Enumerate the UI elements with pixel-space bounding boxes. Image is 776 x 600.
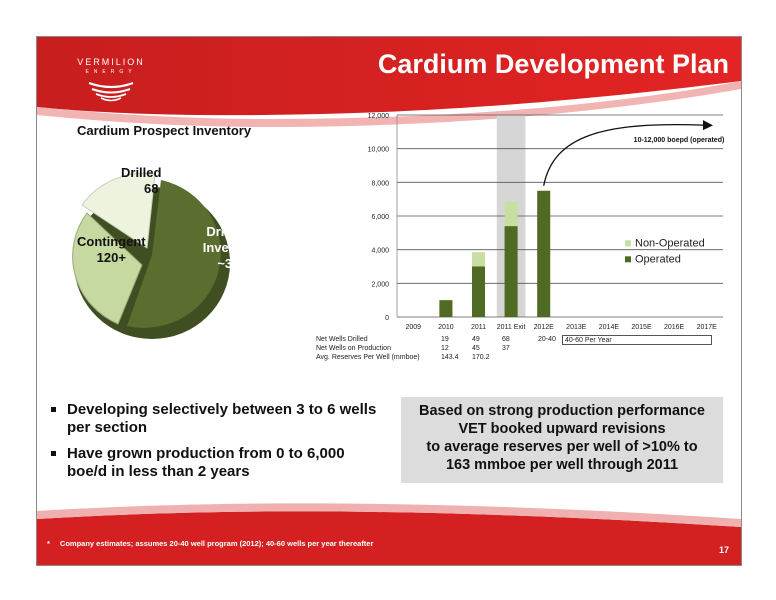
arrow-head-icon [703, 120, 713, 131]
logo-subtext: ENERGY [85, 69, 137, 75]
table-cell: 45 [472, 345, 480, 352]
logo-wordmark: VERMILION [77, 57, 145, 67]
chart-annotation: 10-12,000 boepd (operated) [634, 137, 725, 144]
legend-swatch [625, 240, 631, 247]
footer-banner [37, 503, 741, 565]
bar-operated [471, 266, 486, 317]
bullet-text: Have grown production from 0 to 6,000 bo… [67, 445, 345, 480]
pie-label-drillable-value: ~300 [217, 256, 247, 271]
pie-slice-drilled [81, 172, 156, 249]
y-tick-label: 0 [385, 315, 389, 322]
table-cell: 37 [502, 345, 510, 352]
pie-label-drillable-line2: Inventory [202, 240, 262, 255]
legend-label: Operated [635, 253, 681, 265]
forecast-note-box: 40-60 Per Year [562, 335, 712, 345]
y-tick-label: 4,000 [371, 248, 389, 255]
annotation-arrow [543, 124, 704, 186]
y-tick-label: 8,000 [371, 180, 389, 187]
footnote: * Company estimates; assumes 20-40 well p… [47, 539, 373, 548]
bullet-list: Developing selectively between 3 to 6 we… [49, 401, 379, 489]
table-row-label: Net Wells Drilled [316, 336, 368, 343]
bullet-square-icon [51, 407, 56, 412]
y-tick-label: 12,000 [368, 113, 390, 120]
pie-slice-drillable [127, 180, 221, 328]
bar-operated [439, 300, 453, 317]
x-tick-label: 2017E [697, 324, 718, 331]
x-tick-label: 2011 [471, 324, 486, 331]
bar-operated [504, 226, 518, 317]
x-tick-label: 2014E [599, 324, 620, 331]
table-row-label: Net Wells on Production [316, 345, 391, 352]
x-tick-label: 2016E [664, 324, 685, 331]
pie-label-drillable: Drillable Inventory ~300 [197, 224, 267, 272]
table-cell: 12 [441, 345, 449, 352]
bullet-item: Have grown production from 0 to 6,000 bo… [49, 445, 379, 481]
legend-label: Non-Operated [635, 237, 705, 249]
bullet-square-icon [51, 451, 56, 456]
production-bar-chart: 0 2,000 4,000 6,000 8,000 10,000 12,000 2009 201… [368, 113, 725, 331]
bar-non-operated [471, 252, 486, 267]
pie-label-contingent-name: Contingent [77, 234, 146, 249]
table-cell: 20-40 [538, 336, 556, 343]
pie-label-drilled-name: Drilled [121, 165, 162, 180]
callout-line: VET booked upward revisions [458, 421, 666, 437]
y-tick-label: 10,000 [368, 147, 390, 154]
vermilion-logo: VERMILION ENERGY [71, 57, 151, 117]
table-row-label: Avg. Reserves Per Well (mmboe) [316, 354, 420, 361]
pie-label-contingent-value: 120+ [96, 250, 126, 265]
legend-swatch [625, 256, 631, 263]
table-cell: 49 [472, 336, 480, 343]
x-tick-label: 2011 Exit [497, 324, 526, 331]
bar-operated [537, 190, 551, 317]
header-banner [37, 37, 741, 127]
x-tick-label: 2009 [406, 324, 422, 331]
reserves-callout: Based on strong production performance V… [401, 397, 723, 483]
pie-label-contingent: Contingent 120+ [77, 234, 146, 266]
callout-line: to average reserves per well of >10% to [426, 439, 698, 455]
bullet-item: Developing selectively between 3 to 6 we… [49, 401, 379, 437]
y-tick-label: 6,000 [371, 214, 389, 221]
x-tick-label: 2010 [438, 324, 454, 331]
pie-label-drillable-line1: Drillable [206, 224, 258, 239]
bar-non-operated [504, 201, 518, 227]
pie-label-drilled-value: 68 [144, 181, 159, 196]
footnote-text: Company estimates; assumes 20-40 well pr… [59, 539, 374, 548]
pie-label-drilled: Drilled 68 [121, 165, 161, 197]
callout-line: 163 mmboe per well through 2011 [445, 457, 679, 473]
table-cell: 19 [441, 336, 449, 343]
page-title: Cardium Development Plan [377, 49, 729, 79]
bullet-text: Developing selectively between 3 to 6 we… [67, 401, 377, 436]
page-number: 17 [718, 545, 729, 555]
callout-line: Based on strong production performance [419, 403, 705, 419]
logo-stripes-icon [88, 81, 134, 102]
table-cell: 170.2 [472, 354, 490, 361]
x-tick-label: 2012E [534, 324, 555, 331]
footnote-marker: * [47, 539, 50, 548]
pie-slice-contingent [72, 212, 143, 325]
prospect-pie-chart [72, 172, 230, 339]
table-cell: 68 [502, 336, 510, 343]
x-tick-label: 2015E [631, 324, 652, 331]
x-tick-label: 2013E [566, 324, 587, 331]
table-cell: 143.4 [441, 354, 459, 361]
slide: VERMILION ENERGY Cardium Development Pla… [36, 36, 742, 566]
y-tick-label: 2,000 [371, 281, 389, 288]
pie-title: Cardium Prospect Inventory [77, 123, 252, 138]
